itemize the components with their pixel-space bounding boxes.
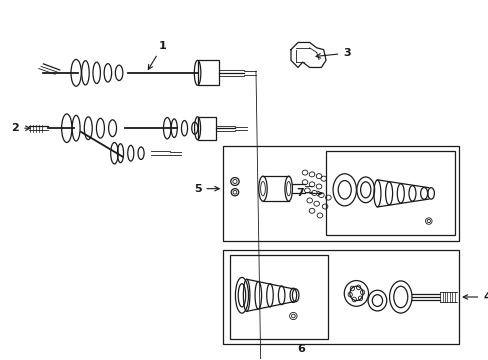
Bar <box>263 176 288 201</box>
Bar <box>325 152 453 235</box>
Bar <box>223 146 458 241</box>
Bar <box>230 255 328 339</box>
Text: 6: 6 <box>296 344 304 354</box>
Text: 2: 2 <box>12 123 30 133</box>
Text: 3: 3 <box>315 48 350 58</box>
Bar <box>197 60 218 85</box>
Text: 5: 5 <box>193 184 219 194</box>
Bar <box>197 117 216 140</box>
Text: 1: 1 <box>148 41 166 69</box>
Text: 4: 4 <box>462 292 488 302</box>
Bar <box>223 249 458 344</box>
Text: 7: 7 <box>296 188 322 198</box>
